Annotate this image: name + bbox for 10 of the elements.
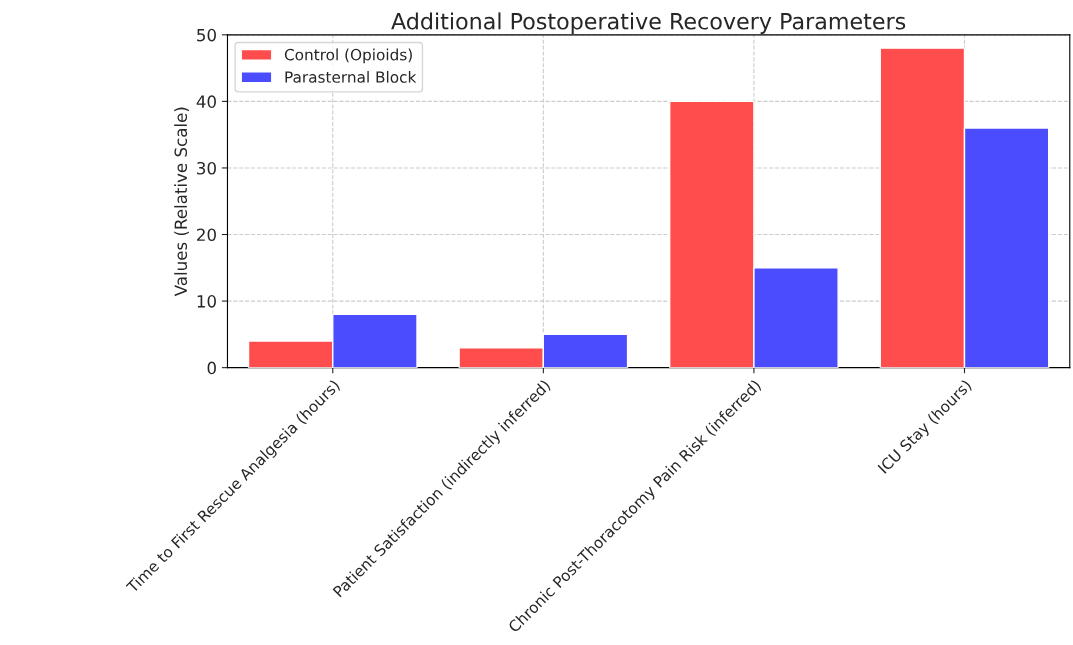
y-tick-label: 0 (207, 361, 216, 375)
y-tick-label: 40 (196, 95, 216, 108)
legend-label: Parasternal Block (285, 71, 417, 83)
y-tick-label: 10 (197, 295, 216, 308)
y-tick-label: 30 (197, 161, 216, 175)
legend-label: Control (Opioids) (284, 48, 412, 64)
y-tick-label: 20 (197, 228, 216, 242)
y-axis-title: Values (Relative Scale) (174, 107, 190, 297)
chart-title: Additional Postoperative Recovery Parameters (391, 12, 906, 34)
y-tick-label: 50 (197, 28, 216, 42)
